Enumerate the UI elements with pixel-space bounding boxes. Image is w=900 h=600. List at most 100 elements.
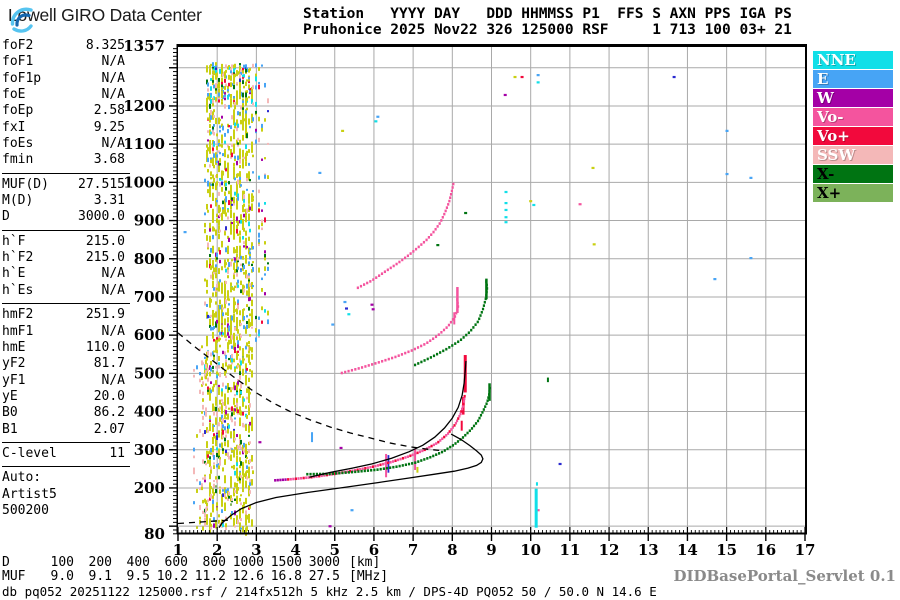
noise-dot	[216, 447, 218, 451]
noise-dot	[218, 407, 220, 412]
noise-dot	[210, 159, 212, 164]
echo-dot	[464, 211, 468, 215]
trace-dot	[426, 457, 429, 460]
noise-dot	[248, 468, 250, 477]
noise-dot	[246, 315, 248, 318]
noise-dot	[246, 324, 248, 329]
trace-dot	[488, 393, 491, 396]
noise-dot	[230, 136, 232, 142]
noise-dot	[215, 264, 217, 268]
noise-dot	[202, 422, 204, 427]
noise-dot	[222, 493, 224, 497]
footer-cell: 400	[126, 555, 150, 570]
trace-dot	[423, 343, 426, 346]
noise-dot	[239, 158, 241, 164]
noise-dot	[224, 327, 226, 335]
noise-dot	[249, 441, 251, 444]
noise-dot	[233, 449, 235, 456]
noise-dot	[222, 125, 224, 131]
noise-dot	[225, 64, 227, 68]
param-row: foF1 N/A	[2, 54, 130, 70]
noise-dot	[261, 123, 263, 128]
noise-dot	[219, 279, 221, 283]
noise-dot	[221, 388, 223, 392]
autoscaling-label: 500200	[2, 502, 49, 518]
noise-dot	[210, 266, 212, 270]
noise-dot	[239, 498, 241, 502]
noise-dot	[216, 502, 218, 507]
noise-dot	[224, 206, 226, 215]
noise-dot	[248, 171, 250, 177]
param-label: foEp	[2, 103, 34, 119]
noise-dot	[228, 357, 230, 361]
trace-dot	[315, 475, 318, 478]
noise-dot	[215, 301, 217, 305]
param-value: 215.0	[85, 233, 125, 249]
noise-dot	[248, 84, 250, 89]
noise-dot	[213, 517, 215, 523]
noise-dot	[207, 451, 209, 455]
noise-dot	[213, 356, 215, 361]
noise-dot	[236, 269, 238, 273]
noise-dot	[225, 489, 227, 494]
noise-dot	[258, 208, 260, 213]
noise-dot	[224, 78, 226, 83]
noise-dot	[251, 423, 253, 432]
trace-dot	[432, 354, 436, 358]
noise-dot	[213, 480, 215, 483]
trace-dot	[478, 317, 481, 321]
noise-dot	[209, 418, 211, 422]
noise-dot	[255, 73, 257, 77]
trace-dot	[448, 199, 451, 203]
noise-dot	[248, 196, 250, 204]
noise-dot	[201, 376, 203, 381]
noise-dot	[246, 526, 248, 532]
echo-dot	[749, 256, 753, 260]
param-value: N/A	[101, 70, 125, 86]
noise-dot	[242, 92, 244, 98]
noise-dot	[243, 448, 245, 453]
noise-dot	[218, 386, 220, 395]
noise-dot	[224, 160, 226, 166]
param-value: N/A	[101, 372, 125, 388]
noise-dot	[245, 527, 247, 536]
trace-dot	[450, 189, 453, 193]
echo-dot	[672, 75, 676, 79]
noise-dot	[239, 510, 241, 519]
noise-dot	[221, 324, 223, 330]
trace-dot	[472, 424, 476, 428]
noise-dot	[230, 94, 232, 99]
noise-dot	[230, 68, 232, 71]
trace-dot	[432, 443, 435, 447]
noise-dot	[224, 71, 226, 76]
x-axis-label: 16	[755, 541, 776, 559]
noise-dot	[240, 391, 242, 395]
noise-dot	[249, 490, 251, 494]
giro-logo-icon	[10, 7, 33, 33]
noise-dot	[231, 315, 233, 320]
noise-dot	[218, 77, 220, 82]
noise-dot	[233, 399, 235, 405]
noise-dot	[236, 497, 238, 504]
noise-dot	[234, 177, 236, 181]
noise-dot	[202, 477, 204, 480]
noise-dot	[258, 232, 260, 236]
spread-bar	[453, 312, 456, 325]
echo-dot	[504, 221, 508, 224]
noise-dot	[245, 379, 247, 384]
noise-dot	[249, 334, 251, 337]
noise-dot	[225, 168, 227, 172]
noise-dot	[213, 109, 215, 113]
noise-dot	[210, 352, 212, 357]
noise-dot	[205, 507, 207, 513]
noise-dot	[213, 132, 215, 136]
noise-dot	[255, 63, 257, 68]
noise-dot	[222, 350, 224, 355]
noise-dot	[210, 469, 212, 474]
noise-dot	[264, 257, 266, 261]
noise-dot	[212, 423, 214, 432]
noise-dot	[219, 344, 221, 348]
noise-dot	[215, 69, 217, 74]
noise-dot	[239, 85, 241, 88]
noise-dot	[230, 101, 232, 108]
